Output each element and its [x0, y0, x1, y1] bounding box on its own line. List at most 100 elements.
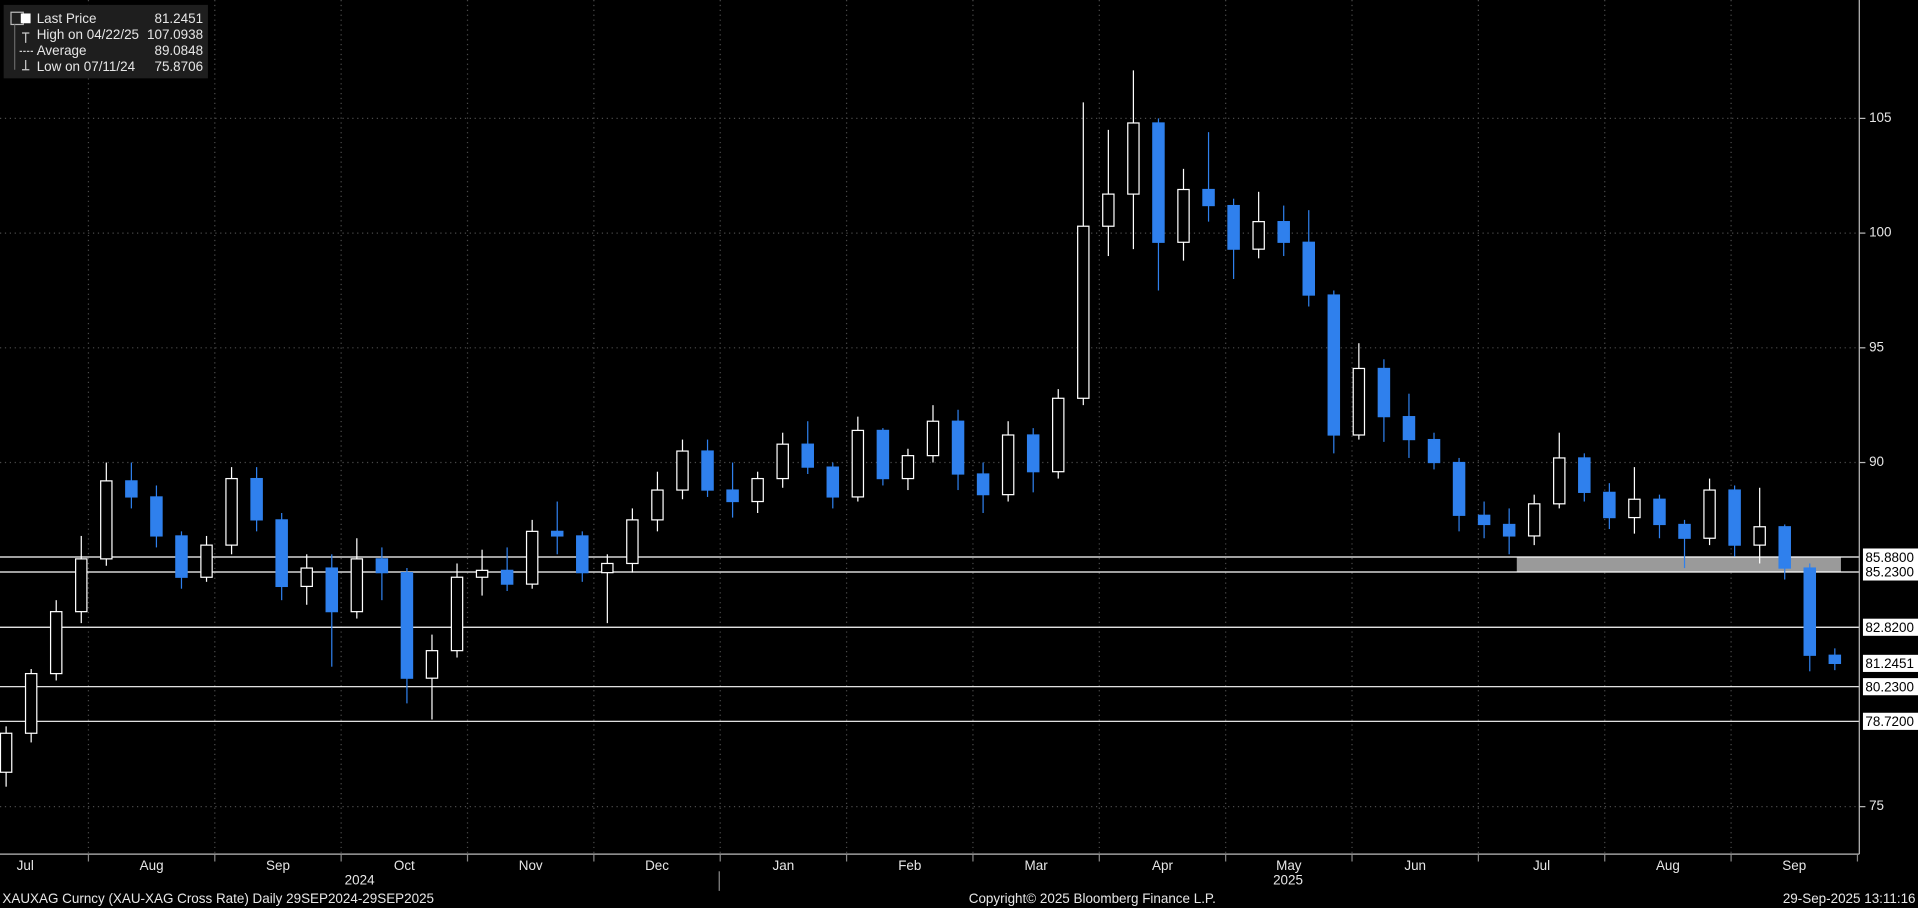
candle-body [1302, 241, 1316, 296]
level-zone [1516, 557, 1841, 572]
candle-body [901, 455, 915, 480]
candle-body [651, 489, 664, 521]
candle-body [24, 672, 38, 734]
x-tick-label: Jan [773, 858, 795, 873]
candle-body [150, 496, 163, 537]
level-label: 85.8800 [1865, 550, 1914, 565]
candle-body [450, 576, 464, 652]
x-tick-label: Dec [645, 858, 669, 873]
candle-body [1753, 526, 1766, 546]
level-label-box [1862, 618, 1918, 636]
candle-body [0, 732, 13, 773]
candle-body [726, 489, 739, 503]
legend-label: High on 04/22/25 [37, 27, 139, 42]
candle-body [1227, 204, 1240, 250]
candle-body [525, 530, 539, 585]
legend-value: 107.0938 [147, 27, 203, 42]
candle-body [1001, 434, 1015, 496]
candle-body [1252, 221, 1265, 250]
x-tick-label: Oct [394, 858, 415, 873]
candle-body [1703, 489, 1716, 539]
candle-body [1352, 367, 1366, 436]
level-label-box [1862, 654, 1918, 672]
candle-body [1152, 122, 1165, 243]
candle-body [676, 450, 689, 491]
level-label: 78.7200 [1865, 714, 1914, 729]
legend-value: 89.0848 [154, 43, 203, 58]
candle-body [125, 480, 138, 498]
candle-body [1077, 225, 1090, 399]
candle-body [1327, 294, 1341, 436]
candle-body [175, 535, 188, 578]
candle-body [776, 443, 789, 480]
candle-body [1477, 514, 1491, 526]
candle-body [626, 519, 639, 565]
legend-icon [22, 59, 30, 71]
y-tick-label: 95 [1869, 339, 1884, 354]
x-tick-label: Nov [519, 858, 543, 873]
candle-body [375, 558, 389, 574]
candle-body [1527, 503, 1541, 537]
legend-icon [20, 13, 31, 24]
y-tick-label: 75 [1869, 798, 1884, 813]
candle-body [926, 420, 940, 457]
legend-label: Average [37, 43, 87, 58]
footer-left: XAUXAG Curncy (XAU-XAG Cross Rate) Daily… [2, 891, 434, 906]
x-tick-label: Jul [1533, 858, 1550, 873]
candle-body [225, 477, 238, 546]
level-label: 80.2300 [1865, 679, 1914, 694]
candle-body [350, 558, 364, 613]
x-tick-label: May [1276, 858, 1302, 873]
candle-body [1427, 438, 1441, 464]
candle-body [1578, 457, 1591, 493]
candle-body [1553, 457, 1566, 505]
candle-body [550, 530, 564, 537]
level-label-box [1862, 548, 1918, 566]
candle-body [400, 572, 414, 679]
candle-body [75, 558, 88, 613]
candle-body [601, 562, 614, 574]
level-label-box [1862, 563, 1918, 581]
candle-body [1678, 523, 1691, 539]
x-tick-label: Feb [898, 858, 921, 873]
candle-body [1653, 498, 1666, 526]
candle-body [1051, 397, 1065, 473]
legend-label: Last Price [37, 11, 97, 26]
x-tick-label: Aug [140, 858, 164, 873]
candle-body [1778, 526, 1791, 569]
candle-body [200, 544, 213, 578]
candle-body [1102, 193, 1115, 227]
legend-value: 81.2451 [154, 11, 203, 26]
candle-body [1628, 498, 1641, 519]
candles [0, 70, 1842, 787]
level-label: 81.2451 [1865, 656, 1914, 671]
candle-body [751, 477, 764, 503]
legend: Last Price 81.2451 High on 04/22/25 107.… [3, 4, 208, 79]
candle-body [1803, 567, 1817, 656]
candle-body [1202, 188, 1215, 207]
x-tick-label: Mar [1025, 858, 1049, 873]
level-label: 85.2300 [1865, 565, 1914, 580]
x-tick-label: Sep [1782, 858, 1806, 873]
candle-body [976, 473, 990, 496]
candle-body [801, 443, 814, 468]
footer-right: 29-Sep-2025 13:11:16 [1783, 891, 1916, 906]
candle-body [1828, 654, 1842, 664]
candle-body [275, 519, 288, 588]
legend-box [3, 4, 208, 79]
legend-value: 75.8706 [154, 59, 203, 74]
year-label: 2024 [345, 873, 375, 888]
candle-body [500, 569, 514, 585]
x-tick-label: Sep [266, 858, 290, 873]
candle-body [1452, 461, 1466, 516]
candle-body [851, 429, 865, 498]
candle-body [1026, 434, 1040, 473]
y-tick-label: 100 [1869, 225, 1891, 240]
level-label-box [1862, 678, 1918, 696]
grid [0, 0, 1860, 855]
year-label: 2025 [1273, 873, 1303, 888]
candle-body [325, 567, 339, 613]
candle-body [425, 650, 439, 679]
